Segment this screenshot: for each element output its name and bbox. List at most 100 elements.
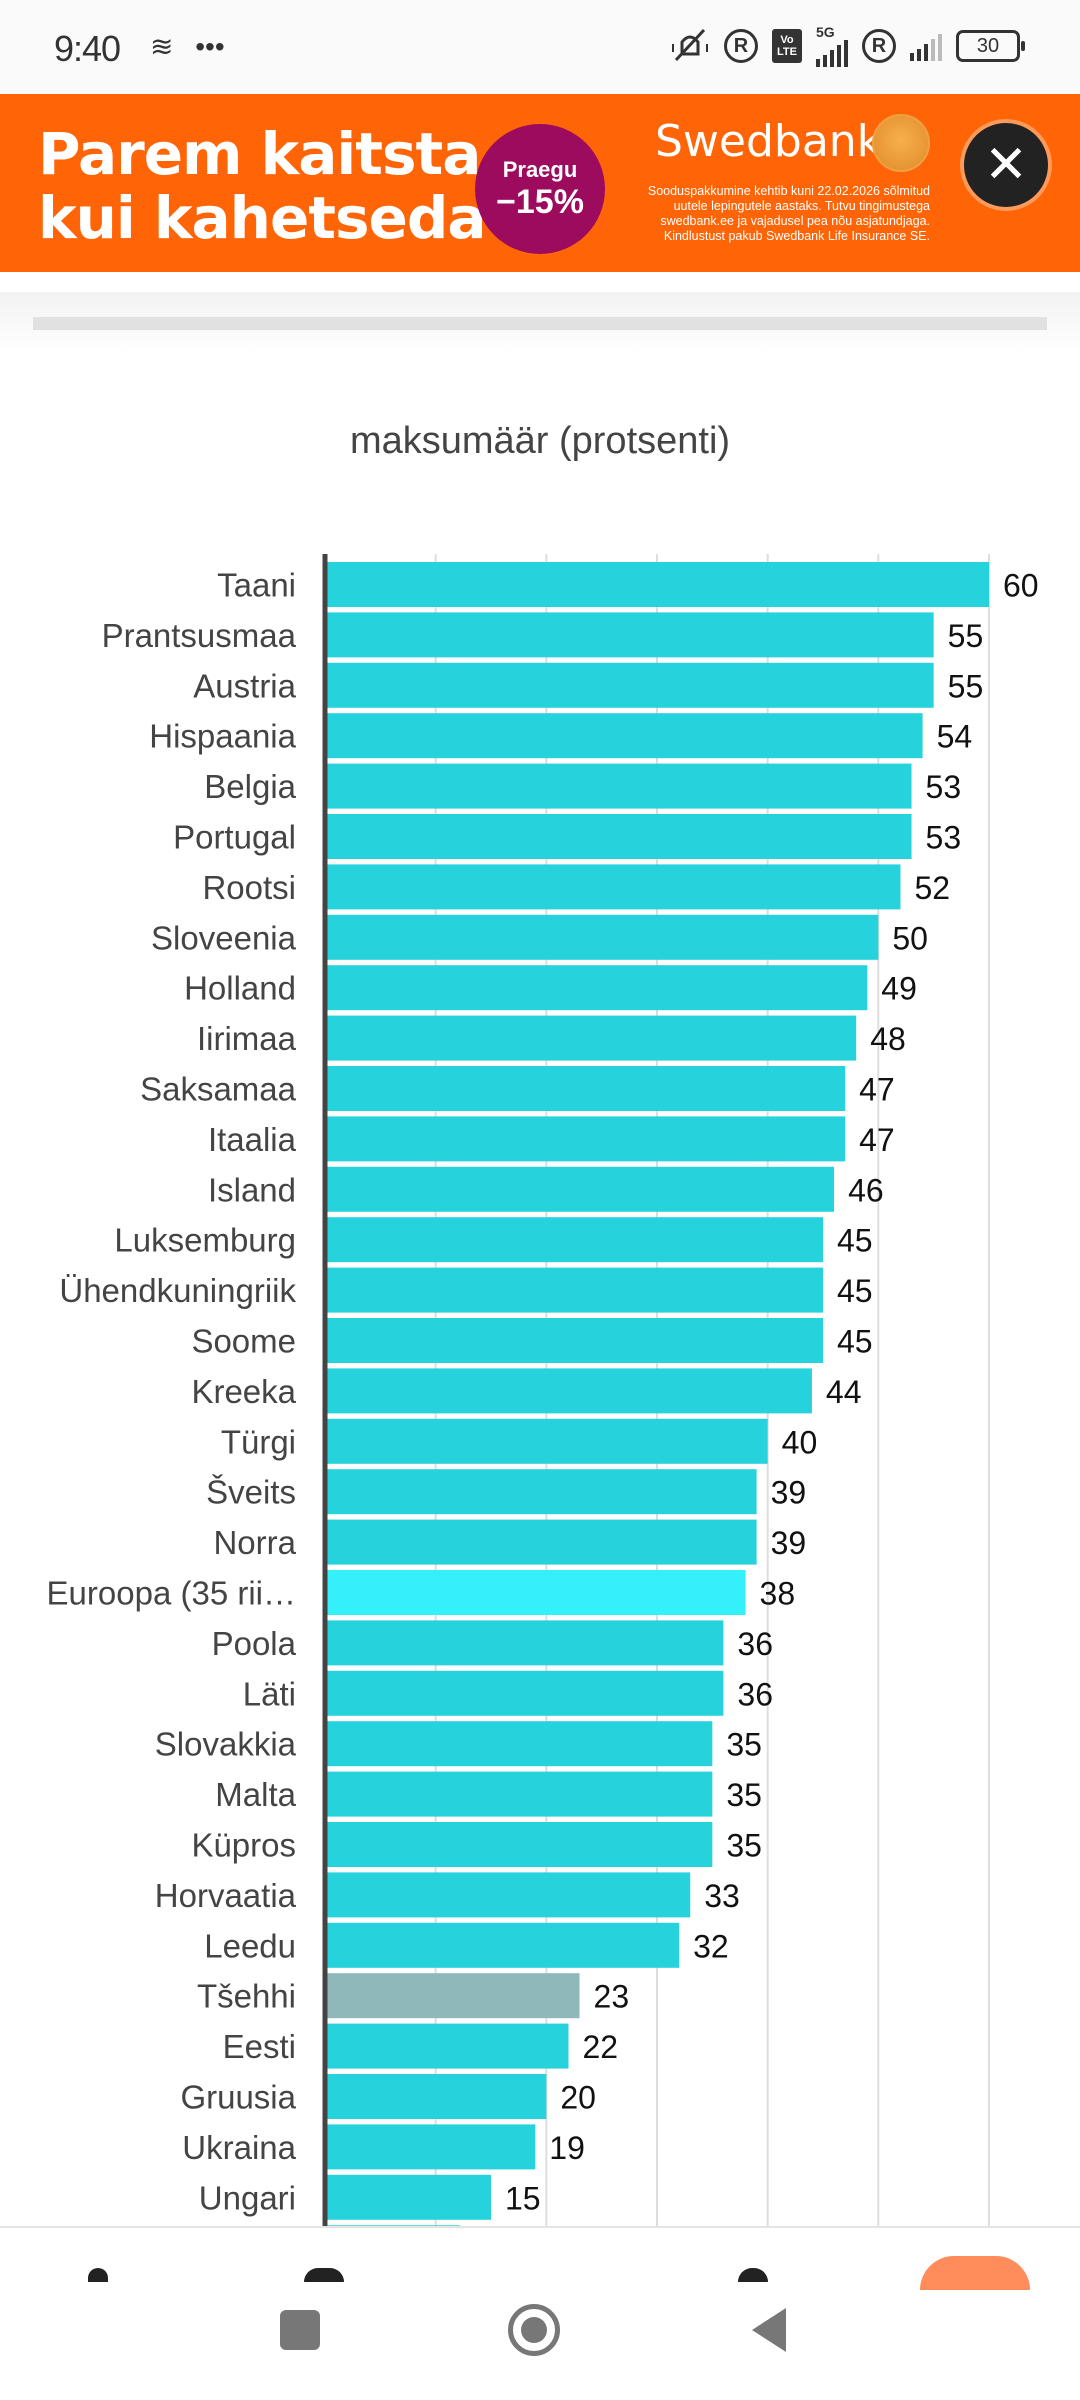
bar-18 — [325, 1469, 757, 1515]
value-label: 36 — [737, 1626, 773, 1662]
value-label: 32 — [693, 1928, 729, 1964]
tabs-icon[interactable] — [304, 2268, 344, 2282]
ad-banner[interactable]: Parem kaitsta kui kahetseda Praegu −15% … — [0, 94, 1080, 272]
bar-13 — [325, 1217, 823, 1263]
back-button[interactable] — [752, 2308, 786, 2352]
status-time: 9:40 — [54, 28, 121, 69]
bar-27 — [325, 1922, 680, 1968]
value-label: 46 — [848, 1172, 884, 1208]
swedbank-logo-icon — [872, 114, 930, 172]
recent-apps-button[interactable] — [280, 2310, 320, 2350]
battery-icon: 30 — [956, 30, 1025, 62]
category-label: Holland — [184, 970, 296, 1007]
roaming-r-icon: R — [724, 29, 758, 63]
value-label: 35 — [726, 1727, 762, 1763]
vibrate-off-icon — [670, 26, 710, 66]
home-button[interactable] — [508, 2304, 560, 2356]
bar-layer — [325, 562, 989, 2230]
ad-headline: Parem kaitsta kui kahetseda — [38, 120, 487, 252]
value-label: 45 — [837, 1324, 873, 1360]
value-label: 48 — [870, 1021, 906, 1057]
5g-signal-icon: 5G — [816, 24, 848, 67]
more-dots-icon: ••• — [195, 31, 225, 62]
category-label: Soome — [191, 1323, 296, 1360]
badge-discount: −15% — [496, 182, 584, 221]
category-label: Ühendkuningriik — [59, 1272, 296, 1309]
value-label: 36 — [737, 1676, 773, 1712]
value-label: 19 — [549, 2130, 585, 2166]
category-label: Rootsi — [202, 869, 296, 906]
close-ad-button[interactable]: ✕ — [960, 119, 1052, 211]
category-label: Taani — [217, 567, 296, 604]
value-label: 35 — [726, 1777, 762, 1813]
bar-28 — [325, 1973, 580, 2019]
category-label: Itaalia — [208, 1121, 297, 1158]
bar-23 — [325, 1721, 713, 1767]
category-label: Malta — [215, 1776, 296, 1813]
value-label: 39 — [771, 1525, 807, 1561]
bar-1 — [325, 612, 934, 658]
bar-16 — [325, 1368, 812, 1414]
category-label: Kreeka — [191, 1373, 296, 1410]
volte-icon: Vo LTE — [772, 29, 802, 63]
value-label: 23 — [594, 1979, 630, 2015]
category-label: Hispaania — [149, 718, 296, 755]
bar-11 — [325, 1116, 846, 1162]
value-label: 44 — [826, 1374, 862, 1410]
value-label: 54 — [937, 719, 973, 755]
category-label: Küpros — [191, 1827, 296, 1864]
action-button[interactable] — [920, 2256, 1030, 2290]
value-label: 20 — [560, 2080, 596, 2116]
category-label: Prantsusmaa — [102, 617, 297, 654]
signal-icon — [910, 26, 942, 66]
volte-bottom: LTE — [777, 46, 797, 58]
value-label: 53 — [926, 820, 962, 856]
category-label: Türgi — [221, 1423, 296, 1460]
bar-9 — [325, 1015, 857, 1061]
bar-chart: Taani 60 Prantsusmaa 55 Austria 55 Hispaania 54… — [47, 554, 1039, 2230]
ad-brand: Swedbank — [655, 116, 883, 167]
category-label: Norra — [213, 1524, 296, 1561]
bar-0 — [325, 562, 989, 607]
value-label: 45 — [837, 1223, 873, 1259]
content-divider — [33, 317, 1047, 330]
category-label: Belgia — [204, 768, 296, 805]
bar-2 — [325, 662, 934, 708]
account-icon[interactable] — [738, 2268, 768, 2282]
bar-24 — [325, 1771, 713, 1817]
layers-icon: ≋ — [150, 31, 174, 62]
category-label: Eesti — [223, 2028, 296, 2065]
bar-15 — [325, 1318, 823, 1363]
bar-29 — [325, 2023, 569, 2069]
bar-19 — [325, 1519, 757, 1565]
status-right-icons: R Vo LTE 5G R 30 — [670, 24, 1025, 67]
value-label: 47 — [859, 1122, 895, 1158]
bar-32 — [325, 2174, 491, 2220]
category-label: Horvaatia — [155, 1877, 297, 1914]
discount-badge: Praegu −15% — [475, 124, 605, 254]
bar-12 — [325, 1166, 835, 1212]
value-label: 39 — [771, 1475, 807, 1511]
bar-6 — [325, 864, 901, 910]
bar-10 — [325, 1066, 846, 1111]
category-label: Tšehhi — [197, 1978, 296, 2015]
value-label: 22 — [582, 2029, 618, 2065]
bar-22 — [325, 1670, 724, 1716]
category-label: Gruusia — [180, 2079, 296, 2116]
ad-headline-line2: kui kahetseda — [38, 184, 487, 252]
home-icon[interactable] — [88, 2268, 108, 2282]
bar-21 — [325, 1620, 724, 1666]
bar-25 — [325, 1822, 713, 1867]
category-label: Portugal — [173, 819, 296, 856]
value-label: 35 — [726, 1828, 762, 1864]
value-label: 52 — [914, 870, 950, 906]
bar-5 — [325, 814, 912, 859]
value-label: 60 — [1003, 568, 1039, 604]
category-label: Ungari — [199, 2179, 296, 2216]
bar-14 — [325, 1267, 823, 1313]
value-label: 15 — [505, 2180, 541, 2216]
category-label: Šveits — [206, 1474, 296, 1511]
status-bar: 9:40 ≋ ••• R Vo LTE 5G R 30 — [0, 0, 1080, 94]
ad-headline-line1: Parem kaitsta — [38, 120, 481, 188]
value-label: 53 — [926, 769, 962, 805]
